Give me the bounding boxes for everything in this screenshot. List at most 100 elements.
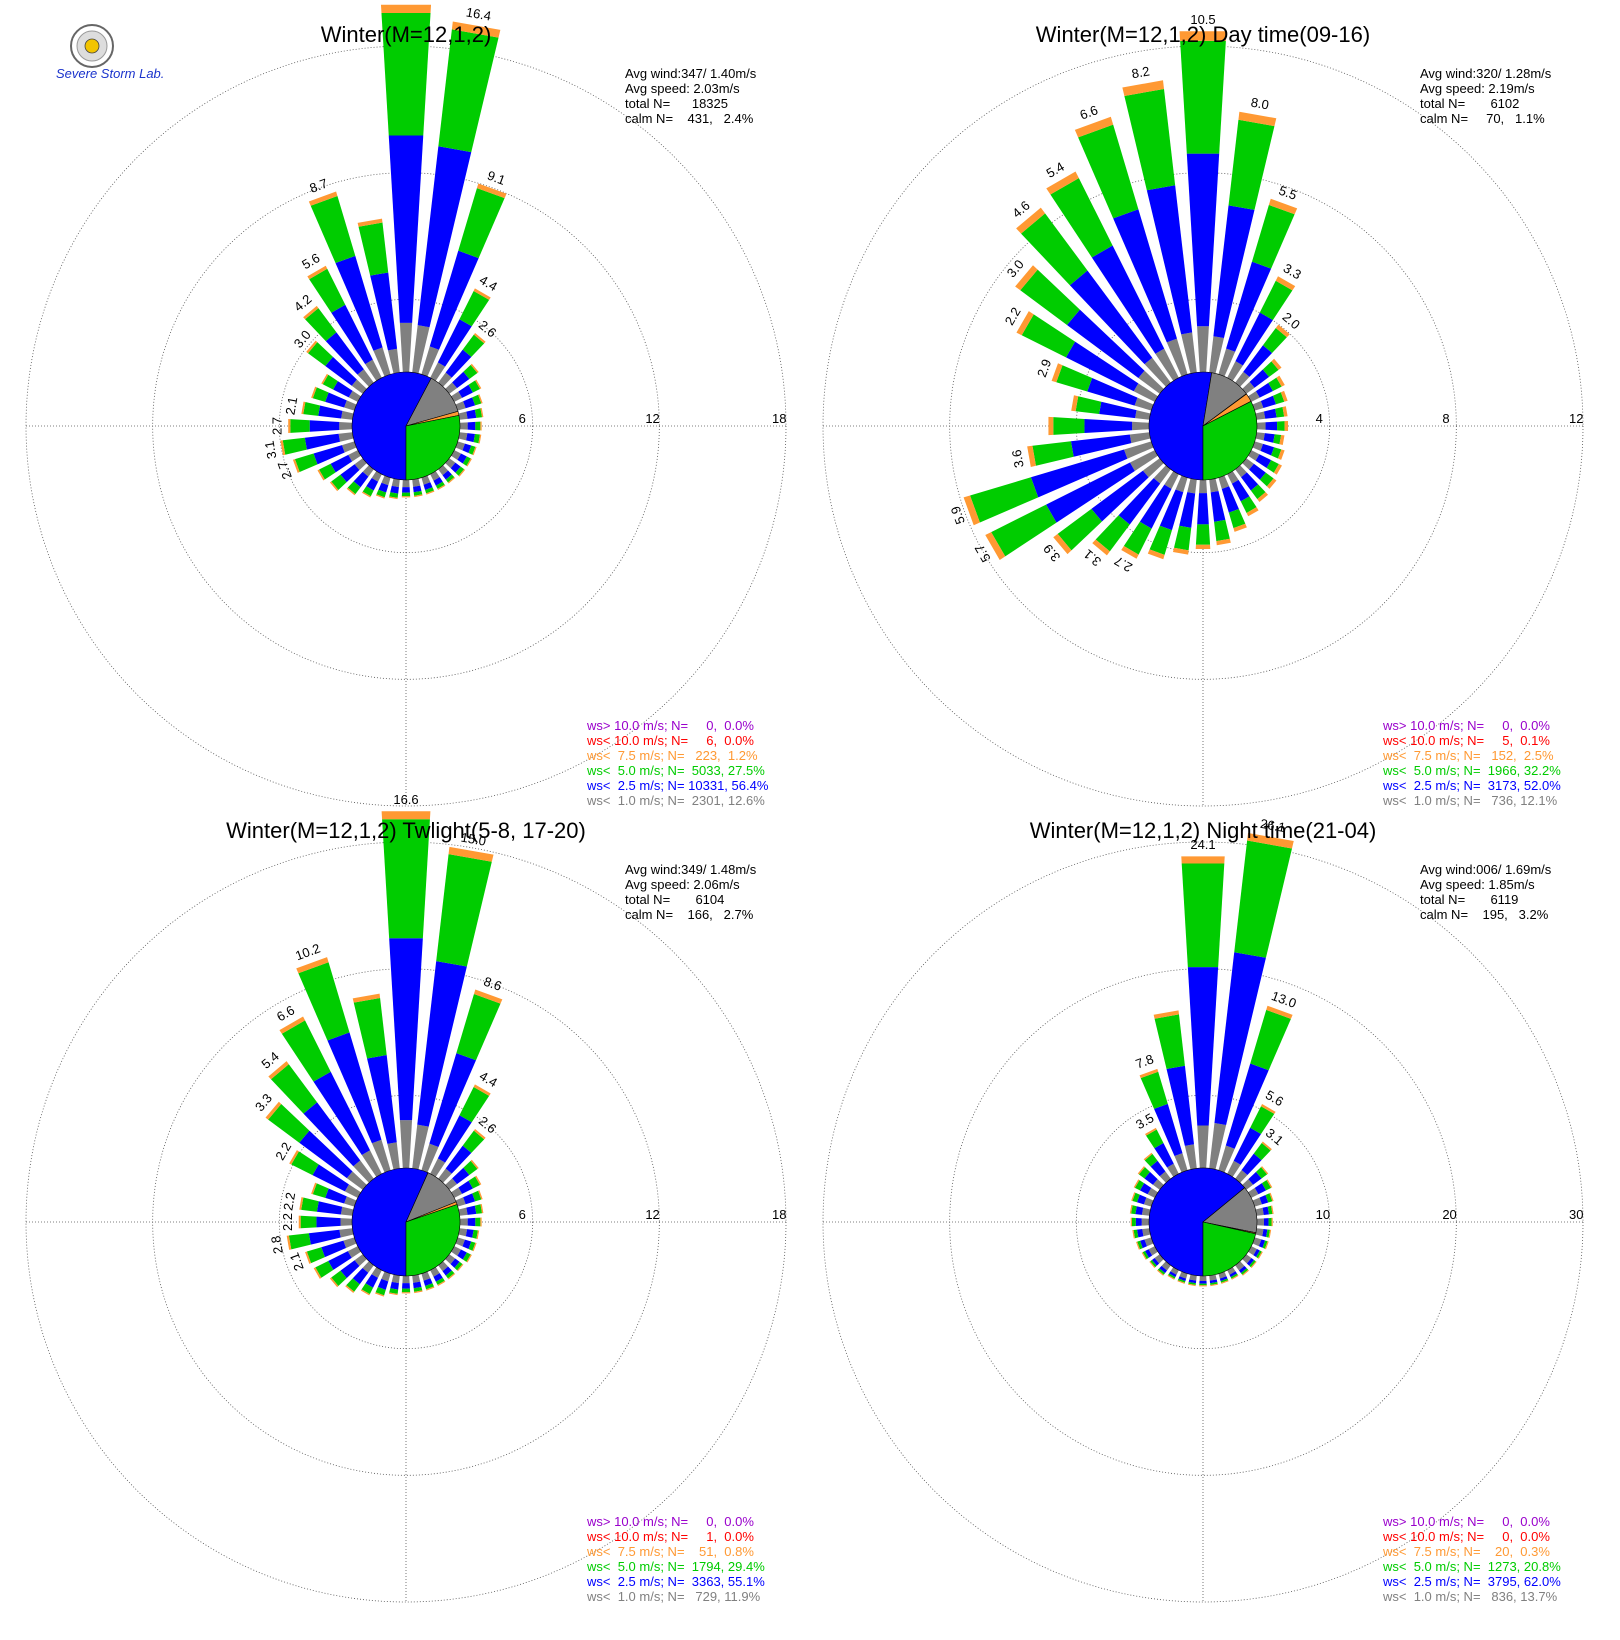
wind-bar-segment: [458, 188, 505, 259]
wind-bar-segment: [1262, 361, 1279, 377]
wind-bar-segment: [1250, 1106, 1275, 1135]
wind-bar-segment: [1231, 1274, 1239, 1280]
wind-bar-segment: [1218, 348, 1236, 377]
wind-bar-segment: [456, 993, 501, 1061]
speed-legend-entry: ws< 5.0 m/s; N= 1794, 29.4%: [586, 1559, 765, 1574]
wind-bar-segment: [458, 1180, 473, 1194]
wind-bar-segment: [371, 1139, 391, 1173]
wind-bar-segment: [468, 445, 476, 455]
wind-bar-segment: [1057, 508, 1102, 551]
wind-bar-segment: [1246, 1257, 1255, 1266]
wind-bar-segment: [290, 419, 310, 433]
wind-bar-segment: [450, 1258, 460, 1268]
wind-bar-segment: [1144, 1237, 1154, 1247]
wind-bar-segment: [1249, 369, 1270, 388]
wind-bar-segment: [1252, 441, 1264, 451]
wind-bar-segment: [1231, 479, 1250, 502]
wind-bar-segment: [1199, 479, 1207, 494]
ring-label: 20: [1442, 1207, 1456, 1222]
bar-value-label: 8.7: [307, 176, 329, 196]
wind-bar-segment: [450, 462, 461, 473]
wind-bar-segment: [1259, 1194, 1269, 1205]
bar-value-label: 2.7: [269, 417, 284, 435]
wind-bar-segment: [308, 1229, 341, 1245]
wind-bar-segment: [1184, 1144, 1197, 1170]
wind-bar-segment: [312, 1183, 329, 1198]
wind-bar-segment: [341, 441, 357, 453]
wind-bar-segment: [1243, 345, 1273, 377]
wind-bar-segment: [1242, 1269, 1249, 1276]
wind-bar-segment: [1046, 171, 1079, 195]
wind-bar-segment: [1056, 365, 1093, 392]
wind-bar-segment: [1146, 185, 1193, 335]
wind-bar-segment: [340, 1218, 353, 1226]
wind-bar-segment: [375, 1286, 386, 1296]
wind-bar-segment: [1137, 1240, 1143, 1250]
bar-value-label: 5.6: [299, 250, 322, 272]
wind-bar-segment: [1271, 1205, 1274, 1214]
speed-legend-entry: ws> 10.0 m/s; N= 0, 0.0%: [1382, 1514, 1550, 1529]
wind-bar-segment: [1271, 447, 1282, 459]
speed-legend-entry: ws> 10.0 m/s; N= 0, 0.0%: [586, 718, 754, 733]
wind-bar-segment: [401, 1292, 411, 1294]
wind-bar-segment: [1226, 261, 1272, 352]
wind-bar-segment: [470, 363, 479, 373]
wind-bar-segment: [344, 400, 357, 411]
severe-storm-lab-logo: Severe Storm Lab.: [56, 24, 164, 81]
ring-label: 12: [645, 1207, 659, 1222]
wind-bar-segment: [289, 1150, 299, 1165]
bar-value-label: 10.2: [293, 941, 322, 964]
ring-label: 4: [1316, 411, 1323, 426]
wind-bar-segment: [1271, 358, 1282, 370]
wind-bar-segment: [353, 471, 369, 488]
wind-bar-segment: [338, 432, 354, 442]
wind-bar-segment: [1173, 525, 1192, 551]
wind-bar-segment: [1265, 1193, 1273, 1203]
ring-label: 12: [1569, 411, 1583, 426]
speed-legend-entry: ws< 1.0 m/s; N= 836, 13.7%: [1382, 1589, 1558, 1604]
bar-value-label: 2.7: [1112, 553, 1135, 575]
wind-bar-segment: [430, 471, 440, 481]
speed-class-pie-slice: [351, 371, 432, 481]
wind-bar-segment: [1250, 1009, 1291, 1071]
wind-bar-segment: [1261, 1180, 1272, 1191]
wind-bar-segment: [475, 421, 481, 431]
wind-bar-segment: [1131, 1192, 1136, 1201]
wind-bar-segment: [1159, 1171, 1171, 1183]
wind-bar-segment: [282, 437, 307, 455]
wind-bar-segment: [1167, 1163, 1179, 1177]
wind-bar-segment: [357, 369, 374, 387]
bar-value-label: 6.6: [274, 1002, 297, 1024]
wind-bar-segment: [339, 1228, 354, 1238]
wind-bar-segment: [401, 496, 411, 498]
wind-bar-segment: [1279, 435, 1285, 445]
ring-label: 8: [1442, 411, 1449, 426]
wind-bar-segment: [1221, 486, 1239, 513]
wind-bar-segment: [445, 458, 456, 469]
wind-bar-segment: [1252, 400, 1264, 411]
wind-bar-segment: [430, 362, 446, 381]
wind-bar-segment: [1124, 441, 1154, 459]
wind-bar-segment: [399, 322, 413, 373]
bar-value-label: 4.6: [1009, 198, 1032, 221]
wind-bar-segment: [402, 1283, 410, 1289]
wind-bar-segment: [362, 465, 374, 477]
wind-bar-segment: [1255, 382, 1273, 398]
wind-bar-segment: [438, 372, 452, 387]
wind-bar-segment: [1053, 533, 1072, 555]
wind-bar-segment: [425, 487, 434, 494]
wind-bar-segment: [1266, 1229, 1270, 1238]
wind-bar-segment: [1210, 1282, 1218, 1285]
wind-bar-segment: [344, 1196, 357, 1207]
wind-bar-segment: [1134, 1180, 1145, 1191]
wind-bar-segment: [421, 475, 431, 485]
wind-bar-segment: [343, 1237, 357, 1248]
wind-bar-segment: [1179, 492, 1196, 528]
wind-bar-segment: [325, 356, 357, 386]
panel-title: Winter(M=12,1,2) Twlight(5-8, 17-20): [226, 818, 586, 843]
bar-value-label: 16.6: [393, 792, 418, 807]
wind-bar-segment: [402, 479, 410, 488]
wind-bar-segment: [1255, 411, 1266, 420]
bar-value-label: 2.8: [268, 1235, 286, 1255]
wind-bar-segment: [1065, 341, 1139, 392]
